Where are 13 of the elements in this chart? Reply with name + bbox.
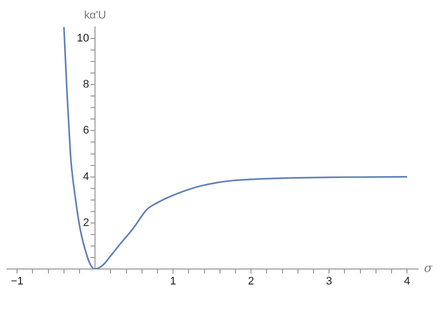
y-tick-label: 6 [83, 124, 90, 137]
x-tick-label: 4 [404, 276, 410, 288]
line-series [63, 27, 408, 269]
x-tick-label: 3 [326, 276, 332, 288]
y-tick-label: 4 [83, 170, 90, 183]
y-axis-title: kα'U [84, 10, 106, 22]
x-tick-label: 1 [170, 276, 176, 288]
x-axis-title: σ [424, 261, 433, 276]
x-tick-label: −1 [10, 276, 24, 288]
y-tick-label: 10 [76, 32, 90, 45]
y-tick-label: 8 [83, 78, 90, 91]
x-tick-label: 2 [248, 276, 254, 288]
y-tick-label: 2 [83, 216, 90, 229]
